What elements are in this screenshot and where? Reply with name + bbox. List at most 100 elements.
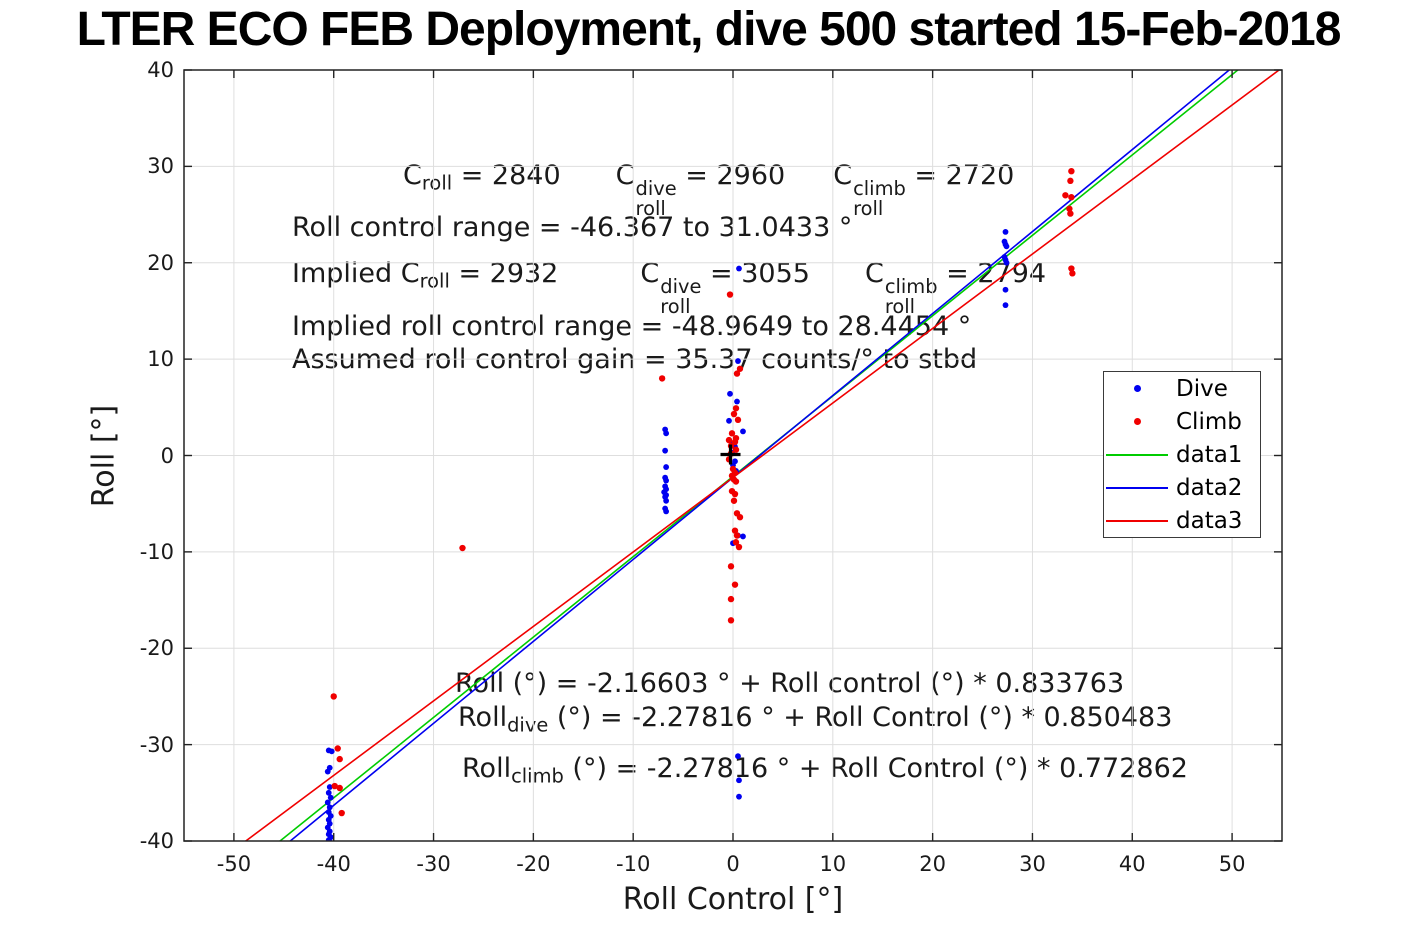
point-dive [327, 839, 333, 841]
point-dive [1003, 243, 1010, 250]
point-dive [726, 417, 732, 424]
point-climb [730, 410, 738, 418]
x-tick-label: 50 [1218, 852, 1246, 876]
legend-label: data2 [1176, 474, 1243, 501]
point-climb [728, 430, 736, 437]
point-dive [325, 831, 332, 838]
legend-label: Climb [1176, 408, 1242, 435]
legend-item-climb: Climb [1104, 406, 1260, 437]
point-climb [459, 544, 466, 552]
point-dive [325, 809, 332, 815]
x-tick-label: -40 [316, 852, 351, 876]
point-dive [740, 533, 746, 540]
point-dive [1001, 238, 1008, 245]
point-dive [326, 820, 333, 827]
point-dive [326, 828, 333, 835]
point-climb [727, 617, 735, 624]
legend-item-data1: data1 [1104, 439, 1260, 470]
point-dive [662, 494, 669, 500]
point-climb [732, 434, 740, 442]
legend-label: data3 [1176, 507, 1243, 534]
legend-label: data1 [1176, 441, 1243, 468]
point-climb [336, 755, 343, 763]
point-dive [734, 398, 740, 405]
point-dive [663, 477, 670, 484]
point-dive [1002, 241, 1009, 248]
point-climb [733, 532, 741, 539]
point-climb [727, 442, 735, 450]
point-dive [732, 443, 738, 450]
point-dive [327, 813, 334, 819]
x-tick-label: -10 [616, 852, 651, 876]
point-dive [663, 492, 670, 498]
point-climb [731, 527, 739, 534]
point-climb [727, 595, 735, 603]
y-tick-label: -40 [139, 829, 174, 853]
point-climb [1067, 177, 1074, 185]
point-dive [735, 532, 741, 539]
point-climb [731, 469, 739, 477]
point-climb [1062, 192, 1069, 199]
chart-title: LTER ECO FEB Deployment, dive 500 starte… [76, 3, 1342, 56]
point-dive [662, 483, 669, 490]
point-climb [730, 497, 738, 504]
point-dive [730, 540, 736, 547]
point-dive [729, 449, 735, 456]
x-axis-label: Roll Control [°] [622, 882, 844, 917]
point-climb [1067, 210, 1074, 217]
legend-dot-marker [1104, 385, 1170, 392]
point-climb [731, 438, 739, 446]
x-tick-label: -50 [216, 852, 252, 876]
x-tick-label: 20 [919, 852, 946, 876]
point-climb [728, 472, 736, 479]
point-dive [663, 464, 670, 470]
point-dive [328, 748, 335, 755]
legend-label: Dive [1176, 375, 1228, 402]
point-dive [733, 468, 739, 474]
legend-item-data3: data3 [1104, 505, 1260, 536]
point-dive [663, 508, 670, 515]
point-climb [734, 416, 742, 424]
point-climb [331, 782, 338, 790]
point-dive [326, 804, 333, 811]
point-climb [1069, 270, 1076, 277]
point-dive [327, 834, 334, 841]
point-dive [662, 474, 669, 481]
point-climb [1068, 265, 1075, 272]
legend-item-data2: data2 [1104, 472, 1260, 503]
point-climb [658, 375, 666, 382]
point-dive [662, 426, 669, 433]
point-climb [725, 436, 733, 444]
legend-line-marker [1104, 486, 1170, 489]
point-dive [325, 837, 332, 841]
x-tick-label: -20 [516, 852, 551, 876]
point-dive [327, 794, 334, 801]
point-dive [662, 505, 669, 512]
point-climb [736, 513, 744, 521]
legend-line-marker [1104, 453, 1170, 456]
legend-line-marker [1104, 519, 1170, 522]
y-tick-label: -20 [139, 636, 174, 661]
annotation-roll-control-range: Roll control range = -46.367 to 31.0433 … [292, 212, 853, 243]
annotation-fit-all: Roll (°) = -2.16603 ° + Roll control (°)… [455, 668, 1125, 699]
x-tick-label: 0 [726, 852, 740, 876]
point-climb [729, 465, 737, 473]
y-tick-label: 0 [160, 443, 174, 468]
y-tick-label: -10 [139, 539, 174, 564]
point-climb [731, 581, 739, 588]
point-climb [732, 446, 740, 453]
x-tick-label: 10 [819, 852, 847, 876]
point-dive [1002, 229, 1009, 235]
y-tick-label: -30 [139, 732, 174, 757]
point-dive [736, 793, 742, 800]
point-dive [663, 497, 670, 504]
y-axis-label: Roll [°] [86, 404, 122, 508]
annotation-fit-climb: Rollclimb (°) = -2.27816 ° + Roll Contro… [462, 753, 1188, 788]
point-dive [732, 458, 738, 465]
point-dive [326, 764, 333, 771]
point-climb [1066, 205, 1073, 212]
point-climb [1068, 194, 1075, 201]
